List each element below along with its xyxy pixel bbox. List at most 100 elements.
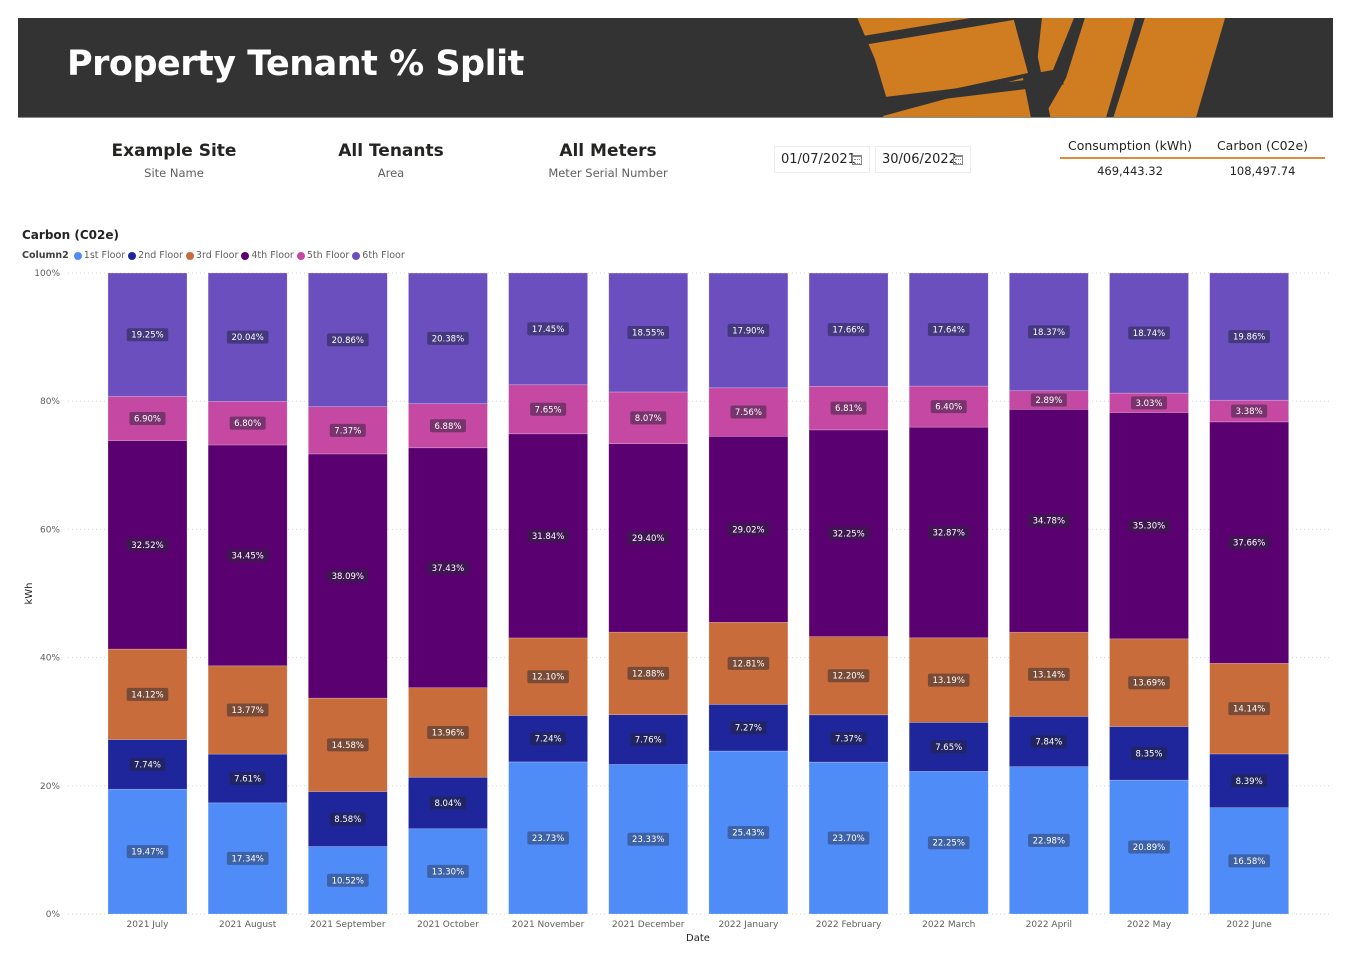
legend-item[interactable]: 3rd Floor — [185, 250, 238, 261]
data-label-background — [927, 525, 970, 539]
bar-stack[interactable]: 23.73% 7.24% 12.10% 31.84% 7.65% 17.45% — [508, 272, 588, 915]
data-label: 38.09% — [332, 572, 364, 582]
data-label-background — [827, 831, 870, 845]
data-label: 8.35% — [1135, 749, 1162, 759]
bar-stack[interactable]: 25.43% 7.27% 12.81% 29.02% 7.56% 17.90% — [708, 272, 789, 915]
bar-segment[interactable] — [408, 776, 488, 830]
x-tick-label: 2022 April — [1026, 920, 1072, 930]
start-date-input[interactable]: 01/07/2021 — [774, 146, 870, 173]
data-label: 12.81% — [732, 659, 764, 669]
bar-stack[interactable]: 20.89% 8.35% 13.69% 35.30% 3.03% 18.74% — [1109, 272, 1189, 915]
bar-stack[interactable]: 23.33% 7.76% 12.88% 29.40% 8.07% 18.55% — [608, 272, 689, 915]
legend-item[interactable]: 4th Floor — [241, 250, 294, 261]
bar-stack[interactable]: 23.70% 7.37% 12.20% 32.25% 6.81% 17.66% — [808, 272, 889, 915]
y-tick-label: 40% — [40, 654, 60, 664]
data-label-background — [1030, 735, 1067, 749]
data-label-background — [727, 825, 770, 839]
data-label-background — [1231, 404, 1268, 418]
data-label-background — [827, 323, 870, 337]
legend-item[interactable]: 5th Floor — [296, 250, 349, 261]
chart-title: Carbon (C02e) — [22, 228, 119, 242]
legend-label: 6th Floor — [362, 250, 405, 261]
data-label: 6.80% — [234, 419, 261, 429]
data-label: 23.33% — [632, 835, 664, 845]
data-label-background — [827, 669, 870, 683]
data-label: 34.78% — [1033, 517, 1065, 527]
data-label: 17.64% — [932, 326, 964, 336]
data-label: 7.65% — [535, 405, 562, 415]
bar-stack[interactable]: 19.47% 7.74% 14.12% 32.52% 6.90% 19.25% — [107, 272, 188, 915]
data-label-background — [730, 405, 767, 419]
stacked-bar-chart: 0% 20% 40% 60% 80% 100% kWh 19.47% 7.74% 14.12% 32… — [24, 269, 1330, 944]
data-label: 7.84% — [1035, 738, 1062, 748]
data-label: 7.74% — [134, 760, 161, 770]
data-label: 8.07% — [635, 414, 662, 424]
bar-segment[interactable] — [608, 714, 689, 765]
data-label: 6.40% — [935, 403, 962, 413]
data-label-background — [1228, 330, 1270, 344]
data-label: 3.38% — [1236, 407, 1263, 417]
site-name-card[interactable]: Example Site Site Name — [64, 141, 284, 180]
data-label: 20.38% — [432, 334, 464, 344]
carbon-value: 108,497.74 — [1229, 164, 1296, 178]
area-card[interactable]: All Tenants Area — [281, 141, 501, 180]
data-label: 25.43% — [732, 828, 764, 838]
legend-dot-icon — [128, 251, 137, 260]
data-label: 13.19% — [932, 676, 964, 686]
data-label-background — [1131, 746, 1167, 760]
data-label-background — [627, 832, 670, 846]
data-label: 17.66% — [832, 326, 864, 336]
data-label-background — [427, 864, 469, 878]
data-label-background — [727, 522, 770, 536]
data-label: 7.27% — [735, 724, 762, 734]
legend-title: Column2 — [22, 250, 69, 261]
x-tick-label: 2021 September — [310, 920, 386, 930]
data-label-background — [930, 740, 967, 754]
data-label-background — [1128, 519, 1170, 533]
data-label: 35.30% — [1133, 522, 1165, 532]
data-label: 17.90% — [732, 326, 764, 336]
data-label: 12.88% — [632, 669, 664, 679]
calendar-icon[interactable] — [852, 155, 862, 165]
bar-stack[interactable]: 10.52% 8.58% 14.58% 38.09% 7.37% 20.86% — [307, 272, 388, 915]
bar-stack[interactable]: 13.30% 8.04% 13.96% 37.43% 6.88% 20.38% — [408, 272, 488, 915]
data-label-background — [329, 423, 366, 437]
calendar-icon[interactable] — [953, 155, 963, 165]
data-label-background — [126, 538, 169, 552]
x-tick-label: 2022 January — [718, 920, 779, 930]
data-label-background — [1128, 326, 1170, 340]
end-date-input[interactable]: 30/06/2022 — [875, 146, 971, 173]
data-label: 6.90% — [134, 415, 161, 425]
data-label: 34.45% — [231, 551, 263, 561]
start-date-value: 01/07/2021 — [781, 152, 856, 167]
meter-card[interactable]: All Meters Meter Serial Number — [498, 141, 718, 180]
bar-stack[interactable]: 22.25% 7.65% 13.19% 32.87% 6.40% 17.64% — [908, 272, 989, 915]
legend-item[interactable]: 6th Floor — [352, 250, 405, 261]
meter-label: Meter Serial Number — [548, 166, 668, 180]
data-label: 37.66% — [1233, 539, 1265, 549]
data-label: 14.14% — [1233, 705, 1265, 715]
bar-segment[interactable] — [908, 722, 989, 772]
data-label: 14.12% — [131, 690, 163, 700]
bar-stack[interactable]: 16.58% 8.39% 14.14% 37.66% 3.38% 19.86% — [1209, 272, 1289, 915]
data-label: 18.37% — [1033, 328, 1065, 338]
bar-stack[interactable]: 22.98% 7.84% 13.14% 34.78% 2.89% 18.37% — [1009, 272, 1089, 915]
legend-item[interactable]: 2nd Floor — [128, 250, 183, 261]
data-label-background — [327, 569, 369, 583]
meter-value: All Meters — [559, 141, 657, 161]
data-label-background — [229, 771, 266, 785]
x-tick-label: 2021 July — [127, 920, 170, 930]
data-label: 6.88% — [434, 422, 461, 432]
chart-legend: Column2 1st Floor 2nd Floor 3rd Floor 4th F… — [22, 250, 408, 261]
data-label: 19.25% — [131, 331, 163, 341]
data-label-background — [427, 725, 469, 739]
data-label: 13.77% — [231, 706, 263, 716]
data-label-background — [527, 529, 569, 543]
data-label-background — [1228, 702, 1270, 716]
legend-item[interactable]: 1st Floor — [73, 250, 125, 261]
area-value: All Tenants — [338, 141, 444, 161]
data-label-background — [226, 851, 269, 865]
data-label: 18.55% — [632, 329, 664, 339]
x-tick-label: 2021 October — [417, 920, 479, 930]
bar-stack[interactable]: 17.34% 7.61% 13.77% 34.45% 6.80% 20.04% — [207, 272, 288, 915]
